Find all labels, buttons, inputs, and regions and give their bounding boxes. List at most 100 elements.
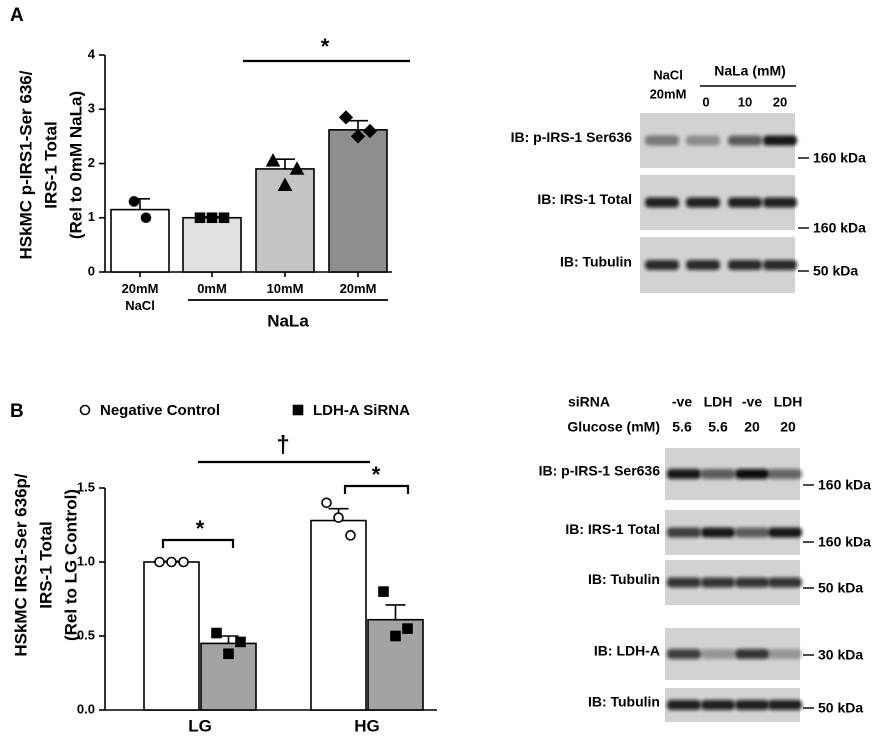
x-tick-label: 0mM <box>197 281 227 296</box>
panel-label: B <box>10 401 24 422</box>
blot-row-label: IB: p-IRS-1 Ser636 <box>539 463 661 479</box>
bar <box>328 129 388 273</box>
lane-group: NaLa (mM) <box>714 63 786 79</box>
bar <box>110 208 170 273</box>
size-marker-label: 50 kDa <box>813 263 858 279</box>
data-point <box>333 512 344 523</box>
error-bar <box>275 158 295 169</box>
blot-band <box>667 700 701 710</box>
x-tick-label: HG <box>354 716 380 735</box>
data-point <box>321 497 332 509</box>
blot-band <box>763 260 797 270</box>
data-point <box>362 123 378 139</box>
data-point <box>350 129 366 144</box>
lane-label: 5.6 <box>672 419 692 435</box>
significance-mark: * <box>196 516 205 541</box>
y-axis-label: HSkMC p-IRS1-Ser 636/ <box>16 70 35 259</box>
size-marker-label: 160 kDa <box>818 477 871 493</box>
blot-row-label: IB: Tubulin <box>588 571 660 587</box>
blot-band <box>728 135 762 146</box>
size-marker-label: 160 kDa <box>818 534 871 550</box>
blot-band <box>686 135 720 146</box>
size-marker-label: 160 kDa <box>813 220 866 236</box>
x-tick-label: 10mM <box>266 281 304 296</box>
data-point <box>223 648 234 660</box>
data-point <box>378 586 389 597</box>
x-tick-label: 20mM NaCl <box>121 281 159 313</box>
lane-label: LDH <box>704 394 733 410</box>
lane-label: -ve <box>672 394 692 410</box>
y-axis-label: HSkMC IRS1-Ser 636p/ <box>11 473 30 657</box>
data-point <box>194 212 206 224</box>
y-tick-label: 1 <box>88 209 95 224</box>
blot-band <box>728 260 762 270</box>
blot-band <box>768 527 802 538</box>
data-point <box>277 177 293 191</box>
lane-label: 10 <box>738 94 752 109</box>
lane-header: NaCl <box>653 67 683 82</box>
data-point <box>79 404 91 416</box>
significance-mark: * <box>321 34 330 59</box>
y-axis-label: IRS-1 Total <box>36 521 55 609</box>
size-marker-label: 160 kDa <box>813 150 866 166</box>
data-point <box>235 636 246 648</box>
blot-row-label: IB: IRS-1 Total <box>537 191 632 207</box>
lane-header: 20mM <box>650 86 687 101</box>
blot-band <box>768 649 802 659</box>
x-tick-label-box: 20mM NaCl <box>121 281 159 313</box>
blot-row-label: IB: p-IRS-1 Ser636 <box>511 129 633 145</box>
data-point <box>265 153 281 167</box>
size-marker-label: 50 kDa <box>818 700 863 716</box>
error-bar <box>385 604 406 620</box>
blot-band <box>763 135 797 146</box>
y-axis-label: (Rel to LG Control) <box>61 489 80 641</box>
blot-band <box>701 527 735 538</box>
blot-row-label: IB: IRS-1 Total <box>565 521 660 537</box>
y-axis-label: (Rel to 0mM NaLa) <box>66 91 85 239</box>
blot-band <box>735 700 769 710</box>
data-point <box>390 630 401 642</box>
data-point <box>154 556 165 568</box>
blot-band <box>645 197 679 208</box>
blot-band <box>645 260 679 270</box>
blot-band <box>686 197 720 208</box>
y-tick-label: 1.0 <box>77 553 95 568</box>
blot-band <box>645 135 679 146</box>
y-tick-label: 3 <box>88 101 95 116</box>
data-point <box>289 161 305 175</box>
y-axis-label: IRS-1 Total <box>41 121 60 209</box>
bar <box>143 561 200 711</box>
x-tick-label-box: 0mM <box>197 281 227 296</box>
data-point <box>338 110 354 125</box>
blot-band <box>667 527 701 538</box>
significance-bracket <box>161 538 235 548</box>
significance-bracket <box>343 484 410 494</box>
data-point <box>292 404 304 416</box>
data-point <box>178 556 189 568</box>
size-marker-label: 50 kDa <box>818 580 863 596</box>
blot-band <box>735 577 769 588</box>
lane-label: 20 <box>773 94 787 109</box>
x-tick-label: 20mM <box>339 281 377 296</box>
blot-band <box>735 469 769 479</box>
lane-label: 0 <box>702 94 709 109</box>
blot-band <box>701 577 735 588</box>
error-bar <box>218 635 239 644</box>
lane-label: 20 <box>780 419 796 435</box>
blot-band <box>735 649 769 659</box>
data-point <box>402 623 413 634</box>
data-point <box>140 212 152 224</box>
data-point <box>128 196 140 207</box>
blot-band <box>701 469 735 479</box>
blot-row-label: IB: Tubulin <box>560 254 632 270</box>
lane-label: 20 <box>744 419 760 435</box>
size-marker-label: 30 kDa <box>818 647 863 663</box>
x-tick-label-box: 20mM <box>339 281 377 296</box>
y-tick-label: 0.0 <box>77 701 95 716</box>
blot-row-label: IB: Tubulin <box>588 694 660 710</box>
data-point <box>206 212 218 224</box>
lane-label: 5.6 <box>708 419 728 435</box>
y-tick-label: 1.5 <box>77 479 95 494</box>
data-point <box>345 530 356 541</box>
